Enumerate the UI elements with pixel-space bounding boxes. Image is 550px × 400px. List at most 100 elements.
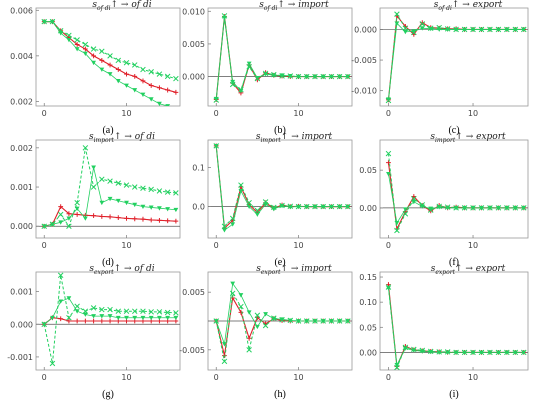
x-tick-label: 10 xyxy=(468,373,478,382)
data-point xyxy=(238,89,244,94)
data-point xyxy=(436,205,442,210)
data-point xyxy=(221,13,228,19)
data-point xyxy=(386,160,391,166)
data-point xyxy=(479,350,484,355)
data-point xyxy=(148,69,154,75)
data-point xyxy=(173,190,179,196)
data-point xyxy=(279,73,285,78)
data-point xyxy=(132,73,138,79)
data-point xyxy=(329,74,334,79)
data-point xyxy=(462,350,467,355)
data-point xyxy=(58,31,64,36)
y-tick-label: 0.1 xyxy=(192,163,205,172)
data-point xyxy=(156,309,163,315)
x-tick-label: 0 xyxy=(214,109,219,118)
series-line xyxy=(387,162,524,231)
series-group xyxy=(41,18,179,106)
panel-title: sof di↑ → import xyxy=(259,0,329,12)
x-tick-label: 10 xyxy=(293,241,303,250)
panel-d: 0.000 0.001 0.002 0 10 simport↑ → of di (d) xyxy=(10,132,181,268)
data-point xyxy=(419,349,425,354)
x-tick-label: 0 xyxy=(214,241,219,250)
y-tick-label: 0.002 xyxy=(10,97,33,106)
data-point xyxy=(57,272,64,279)
data-point xyxy=(345,319,351,324)
data-point xyxy=(402,29,408,35)
data-point xyxy=(487,27,493,32)
data-point xyxy=(479,205,484,211)
data-point xyxy=(90,46,97,52)
data-point xyxy=(115,57,122,64)
data-point xyxy=(66,318,72,324)
data-point xyxy=(496,27,501,32)
data-point xyxy=(462,205,467,211)
data-point xyxy=(99,176,105,182)
data-point xyxy=(107,214,113,220)
data-point xyxy=(91,318,96,324)
data-point xyxy=(148,186,154,193)
x-tick-label: 0 xyxy=(386,241,391,250)
data-point xyxy=(157,315,162,321)
data-point xyxy=(74,199,80,206)
data-point xyxy=(411,199,417,205)
data-point xyxy=(238,189,244,194)
data-point xyxy=(521,350,527,355)
data-point xyxy=(107,196,113,202)
series-line xyxy=(44,21,177,80)
data-point xyxy=(512,205,518,211)
data-point xyxy=(445,27,451,32)
data-point xyxy=(312,319,318,324)
data-point xyxy=(74,47,80,52)
x-tick-label: 0 xyxy=(42,373,47,382)
data-point xyxy=(287,318,293,323)
y-tick-label: 0.002 xyxy=(10,144,33,153)
data-point xyxy=(419,21,426,27)
data-point xyxy=(66,223,72,229)
data-point xyxy=(296,319,301,324)
data-point xyxy=(246,335,252,341)
data-point xyxy=(521,27,527,32)
data-point xyxy=(66,296,72,301)
y-tick-label: 0.00 xyxy=(359,204,377,213)
series-group xyxy=(385,150,527,234)
series-group xyxy=(213,143,351,233)
data-point xyxy=(394,221,400,226)
data-point xyxy=(140,204,146,210)
data-point xyxy=(131,308,138,314)
series-line xyxy=(215,296,348,356)
data-point xyxy=(66,32,72,39)
data-point xyxy=(312,74,318,79)
data-point xyxy=(131,184,138,190)
data-point xyxy=(115,308,122,314)
panel-title: sexport↑ → export xyxy=(431,264,506,276)
data-point xyxy=(312,204,318,210)
y-tick-label: 0.001 xyxy=(10,183,33,192)
data-point xyxy=(115,180,122,186)
data-point xyxy=(82,51,88,56)
panel-label: (e) xyxy=(274,257,285,268)
series-line xyxy=(387,287,524,368)
series-group xyxy=(41,145,179,229)
data-point xyxy=(173,89,179,95)
data-point xyxy=(156,188,163,194)
panel-label: (c) xyxy=(448,125,459,136)
data-point xyxy=(57,211,64,218)
data-point xyxy=(238,182,244,188)
y-tick-label: 0.010 xyxy=(182,7,205,16)
data-point xyxy=(479,27,484,32)
data-point xyxy=(131,62,138,68)
x-tick-label: 10 xyxy=(293,373,303,382)
data-point xyxy=(107,178,113,184)
y-tick-label: 0.15 xyxy=(359,273,377,282)
panel-a: 0.002 0.004 0.006 0 10 sof di↑ → of di (a) xyxy=(10,0,181,136)
data-point xyxy=(90,184,97,190)
data-point xyxy=(107,62,113,68)
data-point xyxy=(99,67,105,72)
data-point xyxy=(263,312,268,317)
data-point xyxy=(254,324,260,330)
data-point xyxy=(445,205,451,211)
data-point xyxy=(394,11,400,17)
data-point xyxy=(453,205,459,211)
data-point xyxy=(140,308,146,314)
data-point xyxy=(132,202,138,208)
